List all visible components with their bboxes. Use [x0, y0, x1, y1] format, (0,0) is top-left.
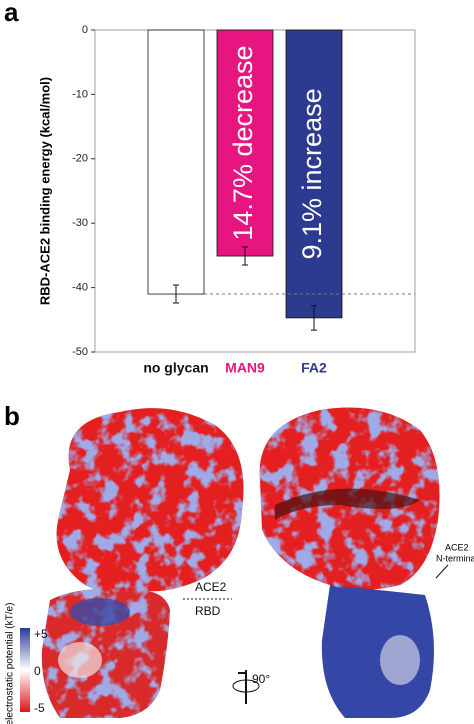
n-terminal-label: ACE2	[445, 542, 469, 552]
bar-annotation: 14.7% decrease	[228, 45, 258, 240]
y-tick-label: -10	[72, 88, 88, 100]
colorbar-title: electrostatic potential (kT/e)	[5, 603, 16, 724]
bar-annotation: 9.1% increase	[297, 88, 327, 259]
panel-label: b	[4, 401, 20, 431]
colorbar	[20, 628, 30, 712]
bar-chart: 0 -10 -20 -30 -40 -50 no glycan MAN9 14.7% decre…	[72, 24, 415, 376]
rotation-label: 90°	[252, 672, 270, 686]
rotation-icon	[232, 670, 260, 704]
x-tick-label: no glycan	[143, 360, 208, 376]
y-axis-label: RBD-ACE2 binding energy (kcal/mol)	[37, 77, 52, 305]
y-tick-label: -30	[72, 217, 88, 229]
colorbar-tick: +5	[34, 627, 48, 641]
n-terminal-pointer	[435, 564, 449, 579]
y-tick-label: -40	[72, 282, 88, 294]
panel-label: a	[4, 0, 19, 27]
n-terminal-label: N-terminal	[436, 553, 474, 563]
colorbar-tick: 0	[34, 664, 41, 678]
ace2-label: ACE2	[195, 580, 227, 594]
rbd-label: RBD	[195, 604, 221, 618]
error-bar	[173, 284, 179, 304]
y-tick-label: -20	[72, 153, 88, 165]
colorbar-tick: -5	[34, 701, 45, 715]
structure-right	[259, 407, 440, 718]
structure-left	[41, 408, 244, 718]
x-tick-label: FA2	[301, 360, 327, 376]
error-bar	[242, 246, 248, 266]
error-bar	[311, 305, 317, 331]
bar	[147, 29, 205, 295]
y-tick-label: -50	[72, 346, 88, 358]
bar	[216, 29, 274, 257]
y-tick-label: 0	[82, 24, 88, 36]
x-tick-label: MAN9	[225, 360, 265, 376]
